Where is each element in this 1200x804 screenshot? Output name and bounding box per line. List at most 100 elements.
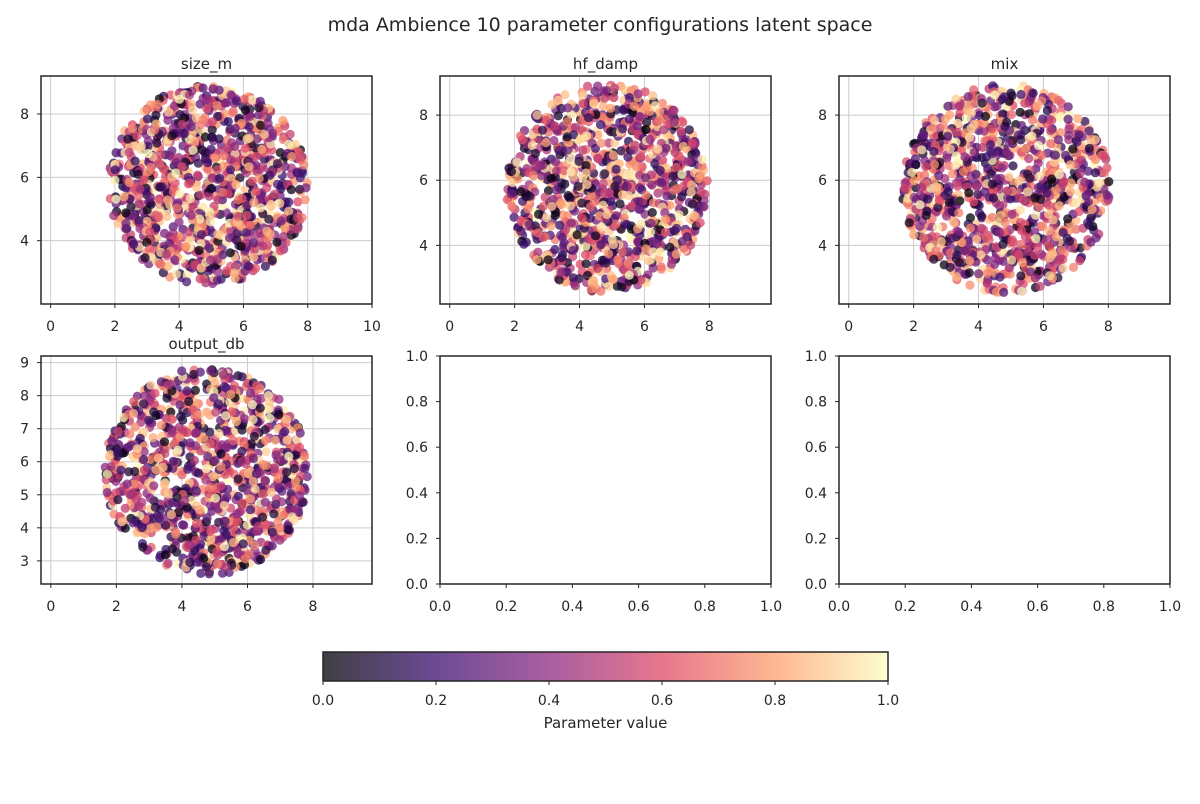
scatter-point: [247, 400, 258, 410]
scatter-point: [1027, 115, 1038, 125]
scatter-point: [202, 104, 212, 114]
scatter-point: [1004, 263, 1015, 273]
scatter-point: [275, 535, 285, 545]
scatter-point: [557, 252, 567, 263]
scatter-point: [951, 94, 961, 104]
scatter-point: [128, 409, 139, 419]
scatter-point: [120, 503, 130, 513]
scatter-point: [173, 445, 183, 455]
scatter-point: [1033, 158, 1043, 168]
scatter-point: [955, 108, 965, 118]
scatter-point: [581, 168, 591, 178]
scatter-point: [237, 193, 247, 204]
scatter-point: [124, 177, 134, 188]
scatter-point: [1006, 88, 1016, 98]
scatter-point: [955, 196, 965, 206]
scatter-point: [251, 151, 261, 161]
y-tick-label: 8: [419, 108, 428, 124]
scatter-point: [166, 509, 176, 520]
scatter-point: [936, 236, 946, 247]
scatter-point: [1057, 180, 1068, 190]
scatter-point: [183, 464, 193, 474]
scatter-point: [172, 492, 182, 502]
scatter-point: [945, 144, 955, 154]
scatter-point: [643, 270, 653, 280]
scatter-point: [178, 415, 188, 425]
scatter-point: [650, 159, 660, 169]
scatter-point: [214, 428, 224, 439]
scatter-point: [275, 523, 285, 533]
scatter-point: [152, 522, 162, 533]
y-tick-label: 0.4: [406, 486, 428, 502]
scatter-point: [248, 476, 258, 486]
scatter-point: [527, 140, 537, 151]
scatter-point: [610, 138, 620, 148]
scatter-point: [1050, 150, 1060, 160]
x-tick-label: 0.8: [694, 599, 716, 615]
scatter-point: [156, 259, 166, 269]
scatter-point: [205, 438, 215, 449]
subplot-output_db: 0 2 4 6 8 3 4 5 6 7 8 9 output_db: [20, 335, 373, 615]
scatter-point: [302, 472, 312, 482]
scatter-point: [1080, 177, 1090, 187]
scatter-point: [212, 100, 222, 110]
scatter-point: [691, 211, 701, 222]
scatter-point: [179, 520, 189, 530]
scatter-point: [581, 161, 591, 171]
scatter-point: [1030, 193, 1040, 203]
x-tick-label: 0: [46, 319, 55, 335]
scatter-point: [653, 144, 663, 154]
scatter-point: [1063, 214, 1073, 224]
y-tick-label: 0.2: [805, 531, 827, 547]
scatter-point: [1065, 160, 1075, 170]
scatter-point: [1036, 150, 1047, 160]
scatter-point: [206, 527, 216, 537]
scatter-point: [171, 168, 181, 178]
scatter-point: [245, 220, 255, 230]
scatter-point: [583, 113, 594, 123]
scatter-point: [290, 139, 301, 150]
scatter-point: [160, 550, 170, 560]
x-tick-label: 0.6: [1026, 599, 1048, 615]
scatter-point: [216, 462, 226, 472]
scatter-point: [1066, 187, 1076, 197]
scatter-point: [299, 451, 309, 461]
scatter-point: [158, 462, 168, 472]
scatter-point: [191, 518, 202, 528]
scatter-point: [1049, 157, 1059, 167]
scatter-point: [1044, 241, 1054, 251]
scatter-point: [613, 255, 623, 265]
scatter-point: [687, 138, 697, 148]
scatter-point: [249, 245, 259, 255]
scatter-point: [145, 192, 155, 203]
scatter-point: [512, 157, 522, 167]
scatter-point: [207, 117, 217, 127]
y-tick-label: 0.8: [406, 395, 428, 411]
scatter-point: [661, 214, 671, 224]
scatter-point: [570, 281, 580, 291]
colorbar-tick-label: 1.0: [877, 693, 899, 709]
scatter-point: [977, 98, 987, 108]
scatter-point: [656, 262, 666, 272]
scatter-point: [563, 190, 573, 201]
scatter-point: [154, 512, 164, 522]
scatter-point: [917, 182, 927, 192]
scatter-point: [945, 262, 955, 272]
x-tick-label: 2: [112, 599, 121, 615]
scatter-point: [931, 246, 941, 256]
scatter-point: [631, 162, 642, 172]
scatter-point: [601, 258, 611, 268]
scatter-point: [582, 179, 592, 190]
scatter-point: [263, 405, 273, 415]
scatter-point: [1044, 226, 1054, 236]
scatter-point: [217, 440, 227, 450]
scatter-point: [622, 219, 632, 229]
scatter-point: [583, 81, 593, 91]
scatter-point: [121, 218, 131, 228]
scatter-point: [168, 456, 178, 466]
x-tick-label: 4: [974, 319, 983, 335]
scatter-point: [133, 191, 143, 201]
axes-frame: [838, 355, 1171, 585]
scatter-point: [228, 106, 238, 116]
scatter-point: [969, 85, 979, 95]
